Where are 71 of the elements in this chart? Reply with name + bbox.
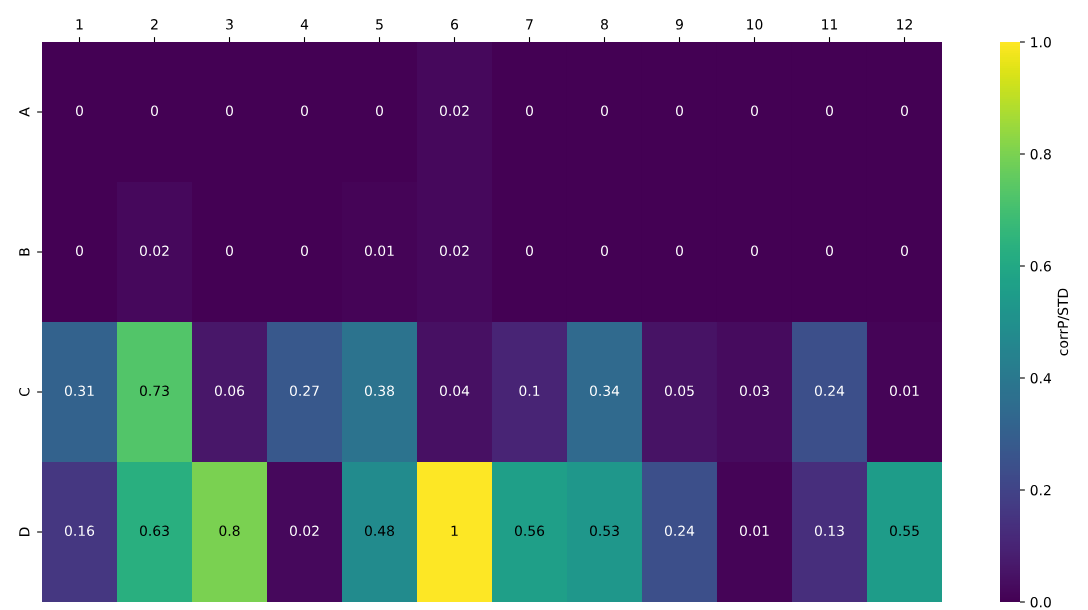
data-label: 0.63 — [139, 525, 169, 537]
x-tick-label: 5 — [376, 19, 383, 30]
data-label: 0 — [376, 105, 383, 117]
data-label: 1 — [451, 525, 458, 536]
x-tick-label: 10 — [747, 19, 763, 30]
data-label: 0 — [301, 105, 308, 117]
x-tick-label: 8 — [601, 19, 608, 30]
data-label: 0 — [676, 105, 683, 117]
color-bar-title: corrP/STD — [1057, 288, 1070, 356]
data-label: 0.24 — [814, 385, 845, 397]
x-tick-label: 4 — [300, 19, 309, 30]
x-tick-label: 11 — [822, 19, 838, 30]
x-tick-label: 12 — [897, 19, 912, 30]
color-bar-label: 0.0 — [1030, 596, 1051, 608]
color-bar-label: 0.8 — [1030, 148, 1051, 160]
data-label: 0 — [76, 245, 83, 257]
data-label: 0.73 — [139, 385, 169, 397]
data-label: 0 — [751, 245, 758, 257]
data-label: 0 — [151, 105, 158, 117]
data-label: 0.48 — [364, 525, 395, 537]
data-label: 0.06 — [214, 385, 245, 397]
data-label: 0.04 — [439, 385, 470, 397]
y-tick-label: A — [19, 107, 30, 117]
data-label: 0 — [226, 105, 233, 117]
data-label: 0 — [901, 245, 908, 257]
x-tick-label: 3 — [226, 19, 233, 30]
data-label: 0.02 — [289, 525, 319, 537]
data-label: 0 — [901, 105, 908, 117]
data-label: 0.13 — [814, 525, 844, 537]
data-label: 0.16 — [64, 525, 95, 537]
data-label: 0 — [676, 245, 683, 257]
data-label: 0.55 — [889, 525, 919, 537]
data-label: 0.31 — [64, 385, 94, 397]
data-label: 0.8 — [219, 525, 240, 537]
x-tick-label: 2 — [151, 19, 158, 30]
color-bar-label: 0.4 — [1030, 372, 1052, 384]
data-label: 0.38 — [364, 385, 395, 397]
data-label: 0 — [526, 105, 533, 117]
data-label: 0.02 — [439, 105, 469, 117]
data-label: 0.02 — [139, 245, 169, 257]
y-tick-label: B — [19, 248, 30, 256]
x-tick-label: 7 — [526, 19, 533, 30]
data-label: 0 — [226, 245, 233, 257]
data-label: 0 — [751, 105, 758, 117]
data-label: 0 — [301, 245, 308, 257]
data-label: 0 — [601, 245, 608, 257]
data-label: 0 — [601, 105, 608, 117]
data-label: 0.01 — [364, 245, 394, 257]
data-label: 0.01 — [889, 385, 919, 397]
data-label: 0.34 — [589, 385, 620, 397]
data-label: 0.27 — [289, 385, 319, 397]
x-tick-label: 9 — [675, 19, 683, 30]
color-bar-label: 0.6 — [1030, 260, 1051, 272]
color-bar-label: 0.2 — [1030, 484, 1051, 496]
y-tick-label: C — [19, 387, 30, 397]
data-label: 0 — [826, 245, 833, 257]
color-bar-label: 1.0 — [1031, 36, 1051, 48]
data-label: 0.03 — [739, 385, 769, 397]
data-label: 0 — [526, 245, 533, 257]
data-label: 0 — [76, 105, 83, 117]
data-label: 0.53 — [589, 525, 619, 537]
x-tick-label: 1 — [76, 19, 83, 30]
data-label: 0.56 — [514, 525, 545, 537]
data-label: 0.02 — [439, 245, 469, 257]
data-label: 0.1 — [519, 385, 540, 397]
data-label: 0.24 — [664, 525, 695, 537]
x-tick-label: 6 — [451, 19, 459, 30]
data-label: 0 — [826, 105, 833, 117]
y-tick-label: D — [19, 527, 30, 536]
data-label: 0.01 — [739, 525, 769, 537]
data-label: 0.05 — [664, 385, 694, 397]
